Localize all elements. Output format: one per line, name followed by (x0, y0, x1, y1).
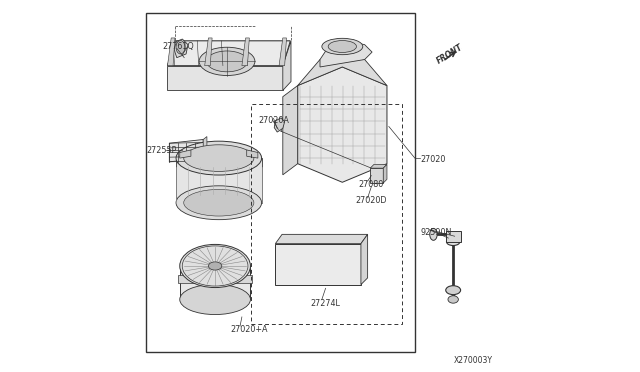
Ellipse shape (180, 284, 250, 315)
Text: 27020A: 27020A (259, 116, 289, 125)
Polygon shape (173, 39, 188, 58)
Text: 92590N: 92590N (420, 228, 452, 237)
Polygon shape (445, 231, 461, 242)
Text: FRONT: FRONT (435, 42, 465, 65)
Polygon shape (242, 38, 250, 65)
Polygon shape (383, 164, 387, 183)
Ellipse shape (429, 228, 437, 240)
Bar (146, 13, 415, 352)
Text: X270003Y: X270003Y (454, 356, 493, 365)
Polygon shape (168, 41, 291, 65)
Ellipse shape (447, 238, 460, 246)
Polygon shape (283, 41, 291, 90)
Polygon shape (275, 244, 361, 285)
Polygon shape (298, 67, 387, 182)
Text: 27020: 27020 (420, 155, 446, 164)
Polygon shape (275, 118, 285, 132)
Ellipse shape (176, 41, 185, 54)
Text: 27080: 27080 (358, 180, 383, 189)
Polygon shape (180, 150, 191, 158)
Polygon shape (283, 86, 298, 175)
Text: 27761Q: 27761Q (162, 42, 194, 51)
Polygon shape (168, 65, 283, 90)
Polygon shape (170, 140, 203, 162)
Ellipse shape (176, 141, 262, 175)
Ellipse shape (199, 47, 255, 76)
Text: 27020+A: 27020+A (231, 325, 268, 334)
Ellipse shape (180, 244, 250, 288)
Bar (251, 104, 402, 324)
Ellipse shape (209, 262, 222, 270)
Ellipse shape (207, 51, 248, 72)
Polygon shape (370, 168, 383, 183)
Text: 27274L: 27274L (310, 299, 340, 308)
Polygon shape (203, 137, 207, 158)
Polygon shape (370, 164, 387, 168)
Ellipse shape (176, 186, 262, 219)
Polygon shape (180, 266, 250, 299)
Polygon shape (275, 234, 367, 244)
Ellipse shape (448, 296, 458, 303)
Ellipse shape (445, 286, 461, 295)
Ellipse shape (328, 41, 356, 52)
Polygon shape (246, 150, 258, 158)
Text: 27020D: 27020D (355, 196, 387, 205)
Ellipse shape (184, 189, 254, 216)
Polygon shape (205, 38, 212, 65)
Polygon shape (320, 41, 372, 67)
Polygon shape (168, 38, 175, 65)
Polygon shape (279, 38, 287, 65)
Polygon shape (168, 41, 291, 65)
Ellipse shape (184, 145, 254, 171)
Ellipse shape (322, 38, 363, 55)
Polygon shape (176, 158, 262, 203)
Text: 27255P: 27255P (147, 146, 177, 155)
Polygon shape (298, 60, 387, 86)
Polygon shape (178, 275, 252, 283)
Polygon shape (361, 234, 367, 285)
